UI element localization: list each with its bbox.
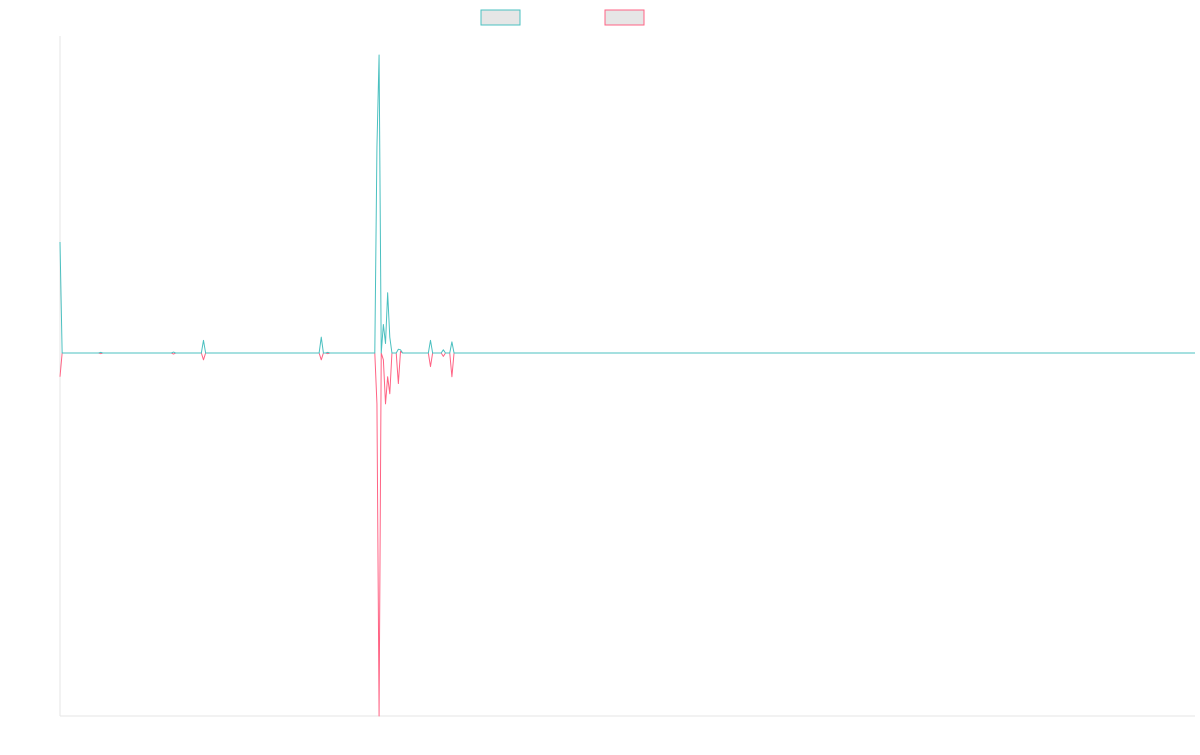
axes bbox=[59, 36, 1195, 717]
series-line-2 bbox=[59, 350, 1195, 717]
legend-swatch-series-1[interactable] bbox=[480, 9, 521, 26]
series-line-1 bbox=[59, 54, 1195, 354]
legend-swatch-series-2[interactable] bbox=[604, 9, 645, 26]
legend bbox=[480, 9, 645, 26]
series-group bbox=[59, 54, 1195, 717]
